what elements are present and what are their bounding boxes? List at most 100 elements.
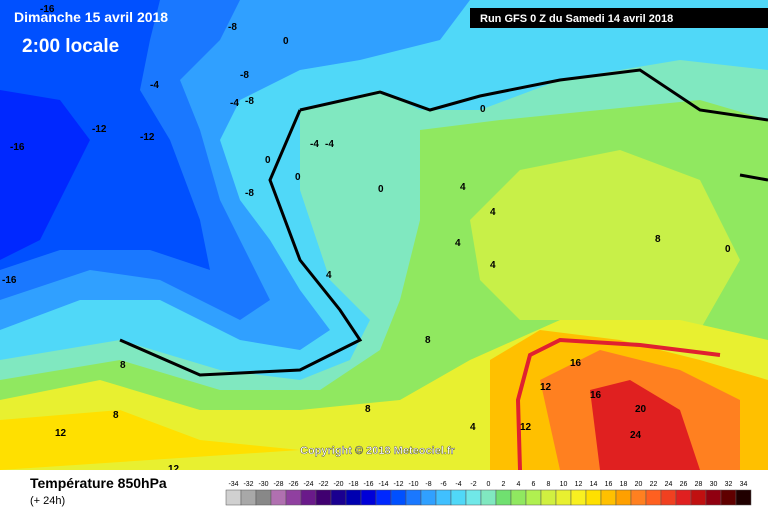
legend-swatch [675, 489, 692, 506]
legend-value: -6 [440, 481, 446, 488]
contour-label: 24 [630, 430, 642, 441]
legend-value: -2 [470, 481, 476, 488]
legend-swatch [660, 489, 677, 506]
legend-swatch [555, 489, 572, 506]
legend-value: 14 [590, 481, 598, 488]
contour-label: -16 [2, 275, 17, 286]
legend-swatch [570, 489, 587, 506]
contour-label: 0 [265, 155, 271, 166]
warm-area [470, 150, 740, 330]
contour-label: 4 [326, 270, 332, 281]
legend-value: 0 [487, 481, 491, 488]
legend-swatch [435, 489, 452, 506]
contour-label: 8 [120, 360, 126, 371]
contour-label: 8 [113, 410, 119, 421]
legend-value: -32 [243, 481, 253, 488]
run-box [470, 8, 768, 28]
legend-value: -26 [288, 481, 298, 488]
legend-value: -30 [258, 481, 268, 488]
legend-value: -28 [273, 481, 283, 488]
legend-value: -34 [228, 481, 238, 488]
legend-swatch [300, 489, 317, 506]
contour-label: 0 [480, 104, 486, 115]
contour-label: -12 [92, 124, 107, 135]
contour-label: 8 [365, 404, 371, 415]
warm-area [0, 410, 300, 470]
contour-label: 20 [635, 404, 647, 415]
footer-title: Température 850hPa [30, 475, 167, 491]
legend-swatch [255, 489, 272, 506]
legend-swatch [390, 489, 407, 506]
legend-value: 30 [710, 481, 718, 488]
legend-swatch [495, 489, 512, 506]
contour-label: 4 [455, 238, 461, 249]
legend-swatch [525, 489, 542, 506]
legend-value: -8 [425, 481, 431, 488]
legend-swatch [630, 489, 647, 506]
legend-value: 22 [650, 481, 658, 488]
legend-value: 2 [502, 481, 506, 488]
legend-swatch [345, 489, 362, 506]
legend-swatch [720, 489, 737, 506]
legend-value: 8 [547, 481, 551, 488]
time: 2:00 locale [22, 36, 119, 57]
copyright: Copyright © 2018 Meteociel.fr [300, 445, 456, 457]
contour-label: -4 [230, 98, 239, 109]
legend-swatch [330, 489, 347, 506]
legend-value: 20 [635, 481, 643, 488]
legend-value: -4 [455, 481, 461, 488]
legend-swatch [600, 489, 617, 506]
legend-value: -10 [408, 481, 418, 488]
contour-label: -4 [150, 80, 159, 91]
legend-swatch [405, 489, 422, 506]
contour-label: -16 [10, 142, 25, 153]
legend-swatch [270, 489, 287, 506]
contour-label: 4 [460, 182, 466, 193]
contour-label: 8 [655, 234, 661, 245]
footer-lead: (+ 24h) [30, 495, 65, 507]
legend-swatch [705, 489, 722, 506]
contour-label: -16 [40, 4, 55, 15]
legend-value: 34 [740, 481, 748, 488]
date: Dimanche 15 avril 2018 [14, 9, 168, 25]
legend-value: 24 [665, 481, 673, 488]
legend-value: 18 [620, 481, 628, 488]
legend-value: -14 [378, 481, 388, 488]
legend-swatch [645, 489, 662, 506]
legend-swatch [285, 489, 302, 506]
contour-label: 0 [283, 36, 289, 47]
contour-label: -12 [140, 132, 155, 143]
contour-label: 8 [425, 335, 431, 346]
legend-swatch [540, 489, 557, 506]
legend-value: -24 [303, 481, 313, 488]
legend-value: 32 [725, 481, 733, 488]
legend-value: 16 [605, 481, 613, 488]
front-line [515, 337, 721, 471]
legend: -34 -32 -30 -28 -26 -24 -22 -20 -18 -16 -14 -12 -10-… [225, 481, 752, 506]
contour-label: -8 [245, 96, 254, 107]
contour-label: -8 [240, 70, 249, 81]
contour-label: 4 [490, 207, 496, 218]
legend-swatch [225, 489, 242, 506]
contour-label: 0 [725, 244, 731, 255]
legend-value: 28 [695, 481, 703, 488]
legend-value: 6 [532, 481, 536, 488]
legend-swatch [450, 489, 467, 506]
legend-value: 12 [575, 481, 583, 488]
contour-label: -4 [310, 139, 319, 150]
run: Run GFS 0 Z du Samedi 14 avril 2018 [480, 13, 673, 25]
contour-label: 4 [470, 422, 476, 433]
legend-swatch [480, 489, 497, 506]
legend-swatch [690, 489, 707, 506]
legend-swatch [735, 489, 752, 506]
contour-label: -4 [325, 139, 334, 150]
legend-swatch [510, 489, 527, 506]
legend-swatch [465, 489, 482, 506]
contour-label: 12 [520, 422, 532, 433]
contour-label: 12 [55, 428, 67, 439]
legend-value: 4 [517, 481, 521, 488]
hot-area [590, 380, 700, 470]
contour-labels: -16 -16 -12 -12 -16 -8 -8 -8 -4 -4 -8 0 0 -4 -4 0 0 0 4 4 4 4… [2, 4, 731, 475]
legend-swatch [375, 489, 392, 506]
